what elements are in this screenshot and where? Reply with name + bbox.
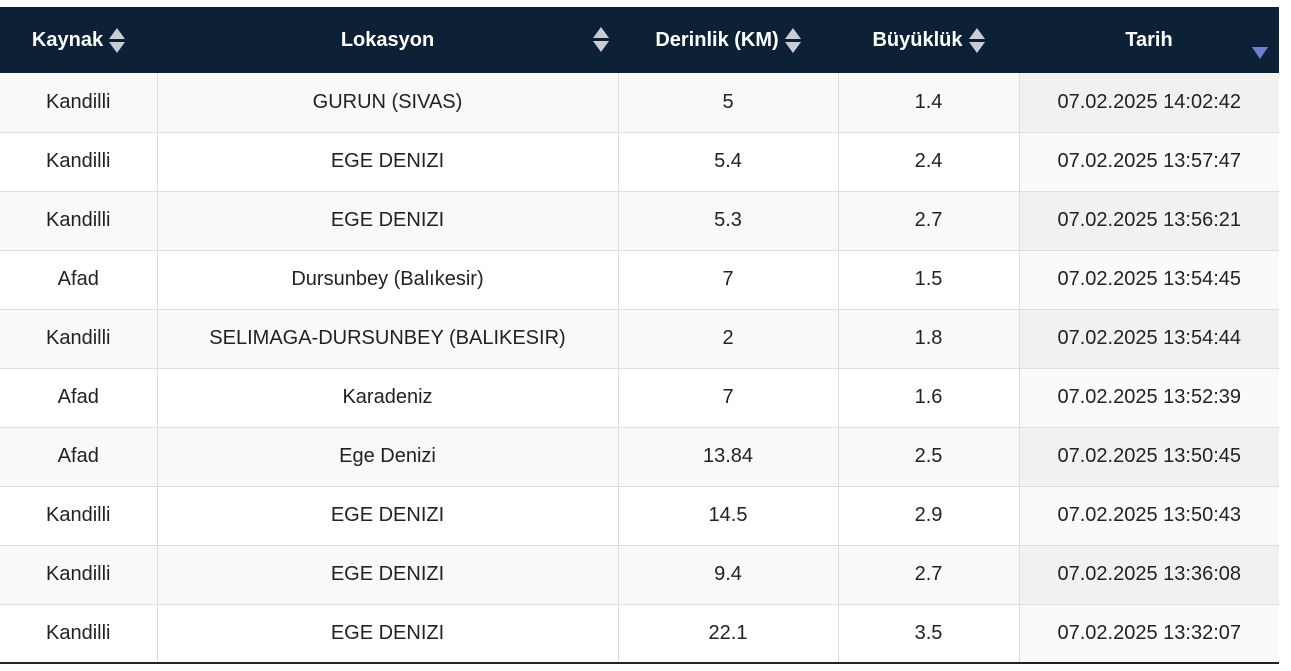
cell-tarih: 07.02.2025 13:36:08	[1019, 545, 1279, 605]
cell-buyukluk: 2.7	[838, 191, 1020, 251]
cell-derinlik: 7	[618, 368, 839, 428]
cell-lokasyon: Karadeniz	[157, 368, 619, 428]
table-row[interactable]: Kandilli GURUN (SIVAS) 5 1.4 07.02.2025 14:0…	[0, 73, 1279, 133]
sort-both-icon[interactable]	[784, 27, 801, 53]
column-header-tarih[interactable]: Tarih	[1019, 7, 1279, 73]
cell-buyukluk: 1.6	[838, 368, 1020, 428]
cell-buyukluk: 2.5	[838, 427, 1020, 487]
cell-derinlik: 13.84	[618, 427, 839, 487]
cell-kaynak: Afad	[0, 427, 158, 487]
column-header-kaynak[interactable]: Kaynak	[0, 7, 157, 73]
table-row[interactable]: Kandilli EGE DENIZI 5.3 2.7 07.02.2025 13:56…	[0, 191, 1279, 251]
column-header-lokasyon[interactable]: Lokasyon	[157, 7, 618, 73]
cell-derinlik: 14.5	[618, 486, 839, 546]
cell-lokasyon: EGE DENIZI	[157, 132, 619, 192]
column-header-label: Büyüklük	[872, 28, 963, 51]
table-row[interactable]: Kandilli EGE DENIZI 9.4 2.7 07.02.2025 13:36…	[0, 545, 1279, 605]
cell-lokasyon: SELIMAGA-DURSUNBEY (BALIKESIR)	[157, 309, 619, 369]
cell-derinlik: 5.3	[618, 191, 839, 251]
sort-both-icon[interactable]	[968, 27, 985, 53]
cell-tarih: 07.02.2025 13:32:07	[1019, 604, 1279, 664]
column-header-label: Tarih	[1125, 28, 1173, 51]
cell-lokasyon: EGE DENIZI	[157, 486, 619, 546]
column-header-label: Derinlik (KM)	[655, 28, 779, 51]
header-row: Kaynak Lokasyon Derinlik (KM) B	[0, 7, 1279, 73]
cell-buyukluk: 2.7	[838, 545, 1020, 605]
cell-kaynak: Afad	[0, 250, 158, 310]
cell-buyukluk: 1.4	[838, 73, 1020, 133]
cell-tarih: 07.02.2025 13:54:44	[1019, 309, 1279, 369]
table-row[interactable]: Kandilli EGE DENIZI 5.4 2.4 07.02.2025 13:57…	[0, 132, 1279, 192]
sort-both-icon[interactable]	[593, 27, 609, 52]
cell-kaynak: Kandilli	[0, 132, 158, 192]
cell-tarih: 07.02.2025 13:56:21	[1019, 191, 1279, 251]
cell-derinlik: 7	[618, 250, 839, 310]
cell-kaynak: Kandilli	[0, 486, 158, 546]
cell-tarih: 07.02.2025 13:54:45	[1019, 250, 1279, 310]
column-header-buyukluk[interactable]: Büyüklük	[838, 7, 1019, 73]
table-body: Kandilli GURUN (SIVAS) 5 1.4 07.02.2025 14:0…	[0, 73, 1279, 664]
cell-buyukluk: 2.9	[838, 486, 1020, 546]
cell-lokasyon: EGE DENIZI	[157, 545, 619, 605]
table-header: Kaynak Lokasyon Derinlik (KM) B	[0, 7, 1279, 73]
cell-lokasyon: EGE DENIZI	[157, 604, 619, 664]
cell-tarih: 07.02.2025 14:02:42	[1019, 73, 1279, 133]
cell-derinlik: 5.4	[618, 132, 839, 192]
cell-tarih: 07.02.2025 13:50:43	[1019, 486, 1279, 546]
cell-derinlik: 5	[618, 73, 839, 133]
cell-lokasyon: EGE DENIZI	[157, 191, 619, 251]
earthquake-table-container: Kaynak Lokasyon Derinlik (KM) B	[0, 7, 1279, 664]
cell-kaynak: Kandilli	[0, 191, 158, 251]
sort-both-icon[interactable]	[109, 27, 126, 53]
scrollbar-track[interactable]	[1279, 72, 1291, 671]
sort-desc-icon[interactable]	[1252, 47, 1268, 59]
cell-lokasyon: GURUN (SIVAS)	[157, 73, 619, 133]
table-row[interactable]: Kandilli EGE DENIZI 14.5 2.9 07.02.2025 13:5…	[0, 486, 1279, 546]
cell-buyukluk: 1.5	[838, 250, 1020, 310]
cell-kaynak: Kandilli	[0, 604, 158, 664]
cell-derinlik: 9.4	[618, 545, 839, 605]
cell-kaynak: Kandilli	[0, 309, 158, 369]
column-header-label: Kaynak	[31, 28, 104, 51]
cell-buyukluk: 3.5	[838, 604, 1020, 664]
cell-kaynak: Kandilli	[0, 545, 158, 605]
cell-lokasyon: Dursunbey (Balıkesir)	[157, 250, 619, 310]
column-header-derinlik[interactable]: Derinlik (KM)	[618, 7, 838, 73]
cell-tarih: 07.02.2025 13:52:39	[1019, 368, 1279, 428]
cell-buyukluk: 1.8	[838, 309, 1020, 369]
table-row[interactable]: Kandilli SELIMAGA-DURSUNBEY (BALIKESIR) 2 1…	[0, 309, 1279, 369]
cell-derinlik: 22.1	[618, 604, 839, 664]
cell-tarih: 07.02.2025 13:57:47	[1019, 132, 1279, 192]
cell-lokasyon: Ege Denizi	[157, 427, 619, 487]
table-row[interactable]: Afad Ege Denizi 13.84 2.5 07.02.2025 13:50:4…	[0, 427, 1279, 487]
table-row[interactable]: Afad Dursunbey (Balıkesir) 7 1.5 07.02.2025 …	[0, 250, 1279, 310]
earthquake-table: Kaynak Lokasyon Derinlik (KM) B	[0, 7, 1279, 664]
cell-tarih: 07.02.2025 13:50:45	[1019, 427, 1279, 487]
table-row[interactable]: Kandilli EGE DENIZI 22.1 3.5 07.02.2025 13:3…	[0, 604, 1279, 664]
cell-kaynak: Kandilli	[0, 73, 158, 133]
cell-kaynak: Afad	[0, 368, 158, 428]
column-header-label: Lokasyon	[340, 28, 435, 51]
cell-derinlik: 2	[618, 309, 839, 369]
cell-buyukluk: 2.4	[838, 132, 1020, 192]
table-row[interactable]: Afad Karadeniz 7 1.6 07.02.2025 13:52:39	[0, 368, 1279, 428]
